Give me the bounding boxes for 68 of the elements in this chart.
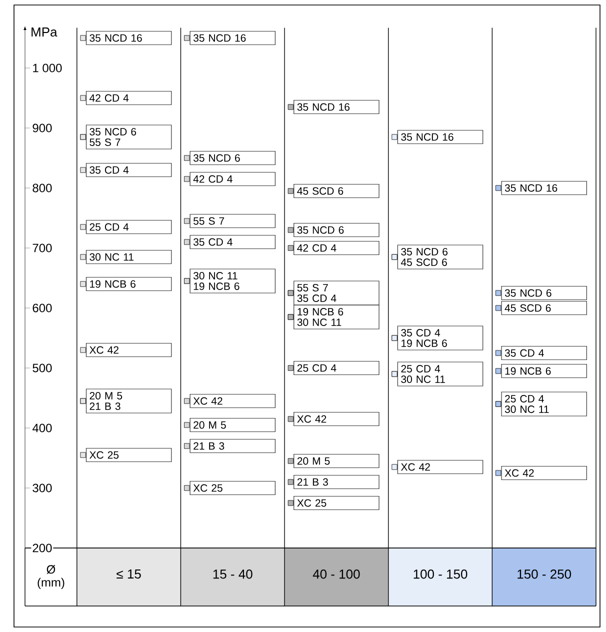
data-label: 20 M 5	[297, 457, 330, 465]
data-label: 35 NCD 6	[193, 154, 240, 162]
y-tick-label: 200	[32, 544, 52, 552]
y-tick-label: 300	[32, 484, 52, 492]
x-tick-label: 100 - 150	[414, 570, 468, 579]
data-label: 19 NCB 6	[402, 340, 447, 347]
data-label: 55 S 7	[297, 284, 328, 292]
y-tick-label: 700	[32, 244, 52, 252]
data-label: 35 NCD 6	[504, 289, 552, 297]
data-label: XC 42	[297, 415, 326, 423]
data-label: 35 CD 4	[297, 294, 336, 302]
data-label: 35 CD 4	[504, 349, 544, 357]
y-tick-label: 600	[32, 304, 52, 312]
x-tick-label: 40 - 100	[312, 570, 360, 579]
data-label: 45 SCD 6	[400, 258, 447, 266]
y-tick-label: 800	[32, 184, 52, 192]
data-label: 42 CD 4	[193, 175, 232, 183]
data-label: 35 NCD 16	[297, 103, 350, 111]
data-label: 35 NCD 16	[193, 34, 246, 42]
data-label: 30 NC 11	[193, 272, 238, 280]
y-tick-label: 400	[32, 424, 52, 432]
data-label: XC 25	[297, 499, 326, 507]
data-label: 42 CD 4	[297, 244, 336, 252]
data-label: XC 42	[400, 463, 430, 471]
x-tick-label: 150 - 250	[518, 570, 572, 579]
data-label: 35 NCD 16	[90, 34, 142, 42]
y-tick-label: 900	[32, 124, 52, 132]
data-label: 35 CD 4	[401, 329, 440, 336]
data-label: 25 CD 4	[505, 395, 544, 402]
data-label: 20 M 5	[90, 392, 122, 400]
data-label: 35 NCD 6	[401, 248, 448, 256]
data-label: 55 S 7	[90, 138, 120, 146]
data-label: 45 SCD 6	[297, 187, 344, 195]
data-label: 25 CD 4	[90, 223, 129, 231]
data-label: XC 25	[193, 484, 222, 492]
data-label: 30 NC 11	[90, 253, 134, 261]
data-label: 21 B 3	[90, 402, 120, 410]
data-label: 30 NC 11	[401, 376, 445, 383]
data-label: 30 NC 11	[504, 406, 549, 413]
data-label: XC 25	[90, 451, 119, 459]
data-label: 35 NCD 6	[90, 128, 136, 136]
data-label: 19 NCB 6	[90, 280, 136, 288]
x-tick-label: 15 - 40	[213, 570, 252, 579]
data-label: 42 CD 4	[90, 94, 129, 102]
data-label: 35 NCD 16	[401, 133, 454, 141]
data-label: 21 B 3	[297, 478, 328, 486]
data-label: 35 CD 4	[193, 238, 232, 246]
data-label: 35 NCD 6	[297, 226, 344, 234]
data-label: 30 NC 11	[297, 318, 342, 326]
data-label: 19 NCB 6	[194, 282, 240, 290]
y-tick-label: 1 000	[33, 64, 62, 72]
data-label: 19 NCB 6	[505, 367, 551, 375]
y-tick-label: 500	[32, 364, 52, 372]
data-label: 35 CD 4	[90, 166, 129, 174]
data-label: 20 M 5	[194, 421, 226, 429]
data-label: XC 42	[193, 397, 222, 405]
data-label: 19 NCB 6	[298, 308, 344, 316]
data-label: 35 NCD 16	[504, 184, 558, 192]
x-tick-label: ≤ 15	[116, 570, 141, 579]
data-label: XC 42	[90, 346, 118, 354]
data-label: 25 CD 4	[401, 365, 440, 372]
data-label: XC 42	[504, 469, 534, 477]
data-label: 45 SCD 6	[504, 304, 551, 312]
x-axis-title: Ø (mm)	[38, 564, 64, 590]
data-label: 55 S 7	[194, 217, 224, 225]
y-axis-title: MPa	[32, 28, 58, 37]
data-label: 21 B 3	[194, 442, 224, 450]
data-label: 25 CD 4	[297, 364, 336, 372]
